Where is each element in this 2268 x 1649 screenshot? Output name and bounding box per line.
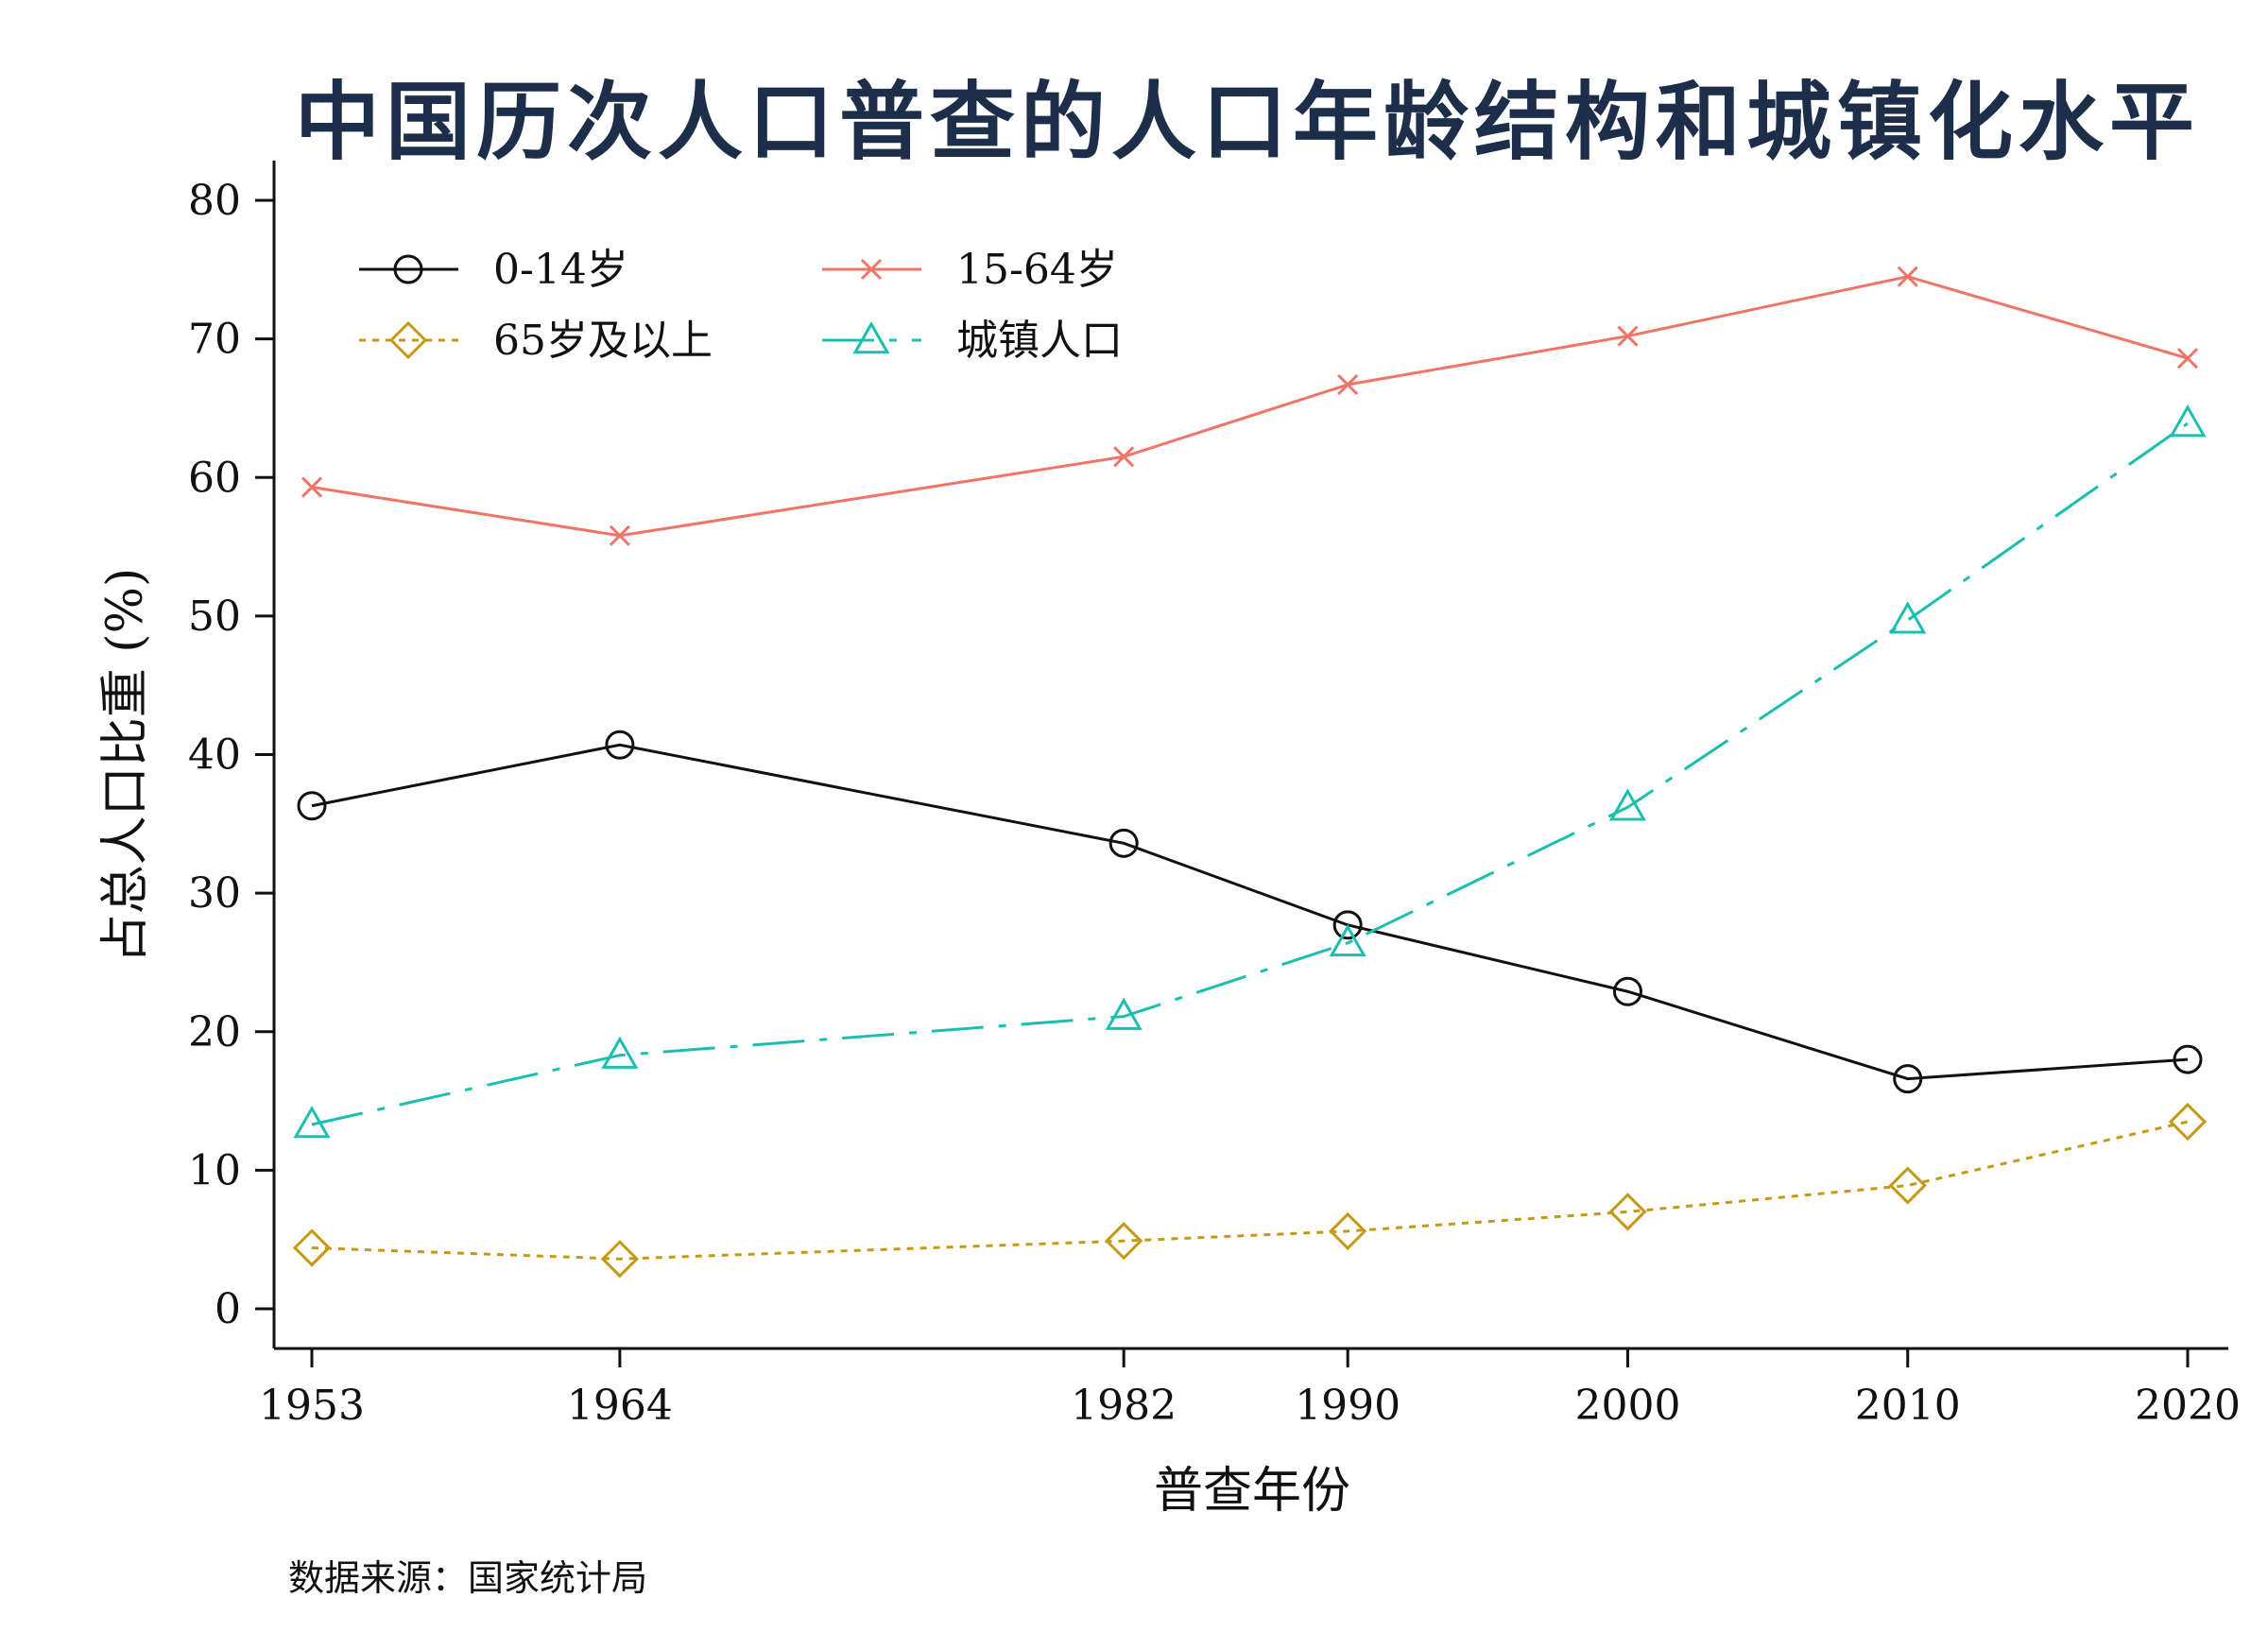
series-line bbox=[311, 1120, 2189, 1261]
series-line bbox=[311, 743, 2189, 1081]
data-point bbox=[1108, 828, 1139, 858]
data-point bbox=[1612, 976, 1642, 1006]
x-axis-title: 普查年份 bbox=[1154, 1463, 1350, 1520]
series-layer bbox=[292, 266, 2208, 1279]
legend-label: 0-14岁 bbox=[493, 246, 628, 294]
legend-item: 15-64岁 bbox=[822, 246, 1118, 294]
data-point bbox=[2169, 404, 2207, 438]
data-point bbox=[1608, 1193, 1647, 1231]
legend-marker bbox=[860, 258, 883, 281]
data-point bbox=[1888, 1166, 1927, 1205]
data-point bbox=[1608, 788, 1647, 821]
series-2 bbox=[292, 1102, 2208, 1279]
data-point bbox=[292, 1228, 332, 1267]
legend: 0-14岁 15-64岁 65岁及以上 城镇人口 bbox=[359, 246, 1123, 365]
data-point bbox=[1337, 373, 1359, 396]
data-point bbox=[2176, 348, 2199, 369]
data-point bbox=[1113, 446, 1135, 468]
data-point bbox=[1893, 1064, 1923, 1094]
y-tick-label: 20 bbox=[188, 1008, 241, 1056]
y-tick-label: 50 bbox=[188, 593, 241, 641]
series-1 bbox=[301, 266, 2199, 546]
series-3 bbox=[293, 404, 2207, 1139]
x-tick-label: 1964 bbox=[567, 1382, 673, 1430]
data-point bbox=[1105, 1222, 1143, 1261]
data-point bbox=[293, 1105, 331, 1139]
x-tick-label: 1982 bbox=[1071, 1382, 1177, 1430]
data-point bbox=[297, 791, 327, 821]
data-point bbox=[1105, 997, 1143, 1030]
series-line bbox=[311, 421, 2189, 1126]
y-axis-title: 占总人口比重 (%) bbox=[97, 568, 154, 964]
data-point bbox=[2173, 1044, 2203, 1074]
legend-marker bbox=[388, 320, 428, 360]
x-tick-label: 2020 bbox=[2135, 1382, 2241, 1430]
legend-label: 城镇人口 bbox=[956, 317, 1123, 365]
legend-marker bbox=[852, 320, 890, 354]
legend-marker bbox=[393, 254, 423, 284]
data-point bbox=[1329, 1211, 1367, 1251]
y-tick-label: 80 bbox=[188, 177, 241, 225]
y-tick-label: 30 bbox=[188, 869, 241, 918]
y-tick-label: 70 bbox=[188, 316, 241, 364]
data-point bbox=[1897, 266, 1918, 287]
data-point bbox=[1329, 923, 1366, 957]
legend-item: 城镇人口 bbox=[822, 317, 1123, 365]
y-ticks: 0 10 20 30 40 50 60 70 80 bbox=[188, 177, 274, 1333]
data-point bbox=[2168, 1102, 2208, 1142]
x-tick-label: 1990 bbox=[1295, 1382, 1400, 1430]
data-point bbox=[1889, 601, 1927, 634]
y-tick-label: 0 bbox=[215, 1285, 241, 1333]
legend-item: 65岁及以上 bbox=[359, 317, 713, 365]
y-tick-label: 40 bbox=[188, 731, 241, 780]
y-tick-label: 60 bbox=[188, 454, 241, 502]
data-point bbox=[609, 524, 630, 546]
legend-item: 0-14岁 bbox=[359, 246, 628, 294]
series-line bbox=[311, 275, 2189, 538]
source-note: 数据来源：国家统计局 bbox=[288, 1557, 647, 1599]
series-0 bbox=[297, 730, 2203, 1094]
data-point bbox=[301, 476, 323, 498]
legend-label: 15-64岁 bbox=[956, 246, 1118, 294]
legend-label: 65岁及以上 bbox=[493, 317, 713, 365]
data-point bbox=[601, 1036, 639, 1069]
data-point bbox=[1332, 910, 1363, 940]
x-tick-label: 2000 bbox=[1574, 1382, 1680, 1430]
y-tick-label: 10 bbox=[188, 1146, 241, 1194]
data-point bbox=[600, 1240, 640, 1279]
data-point bbox=[1617, 325, 1639, 347]
x-tick-label: 2010 bbox=[1855, 1382, 1961, 1430]
chart-title: 中国历次人口普查的人口年龄结构和城镇化水平 bbox=[295, 72, 2200, 172]
data-point bbox=[605, 730, 635, 760]
x-ticks: 1953 1964 1982 1990 2000 2010 2020 bbox=[259, 1348, 2241, 1430]
x-tick-label: 1953 bbox=[259, 1382, 365, 1430]
